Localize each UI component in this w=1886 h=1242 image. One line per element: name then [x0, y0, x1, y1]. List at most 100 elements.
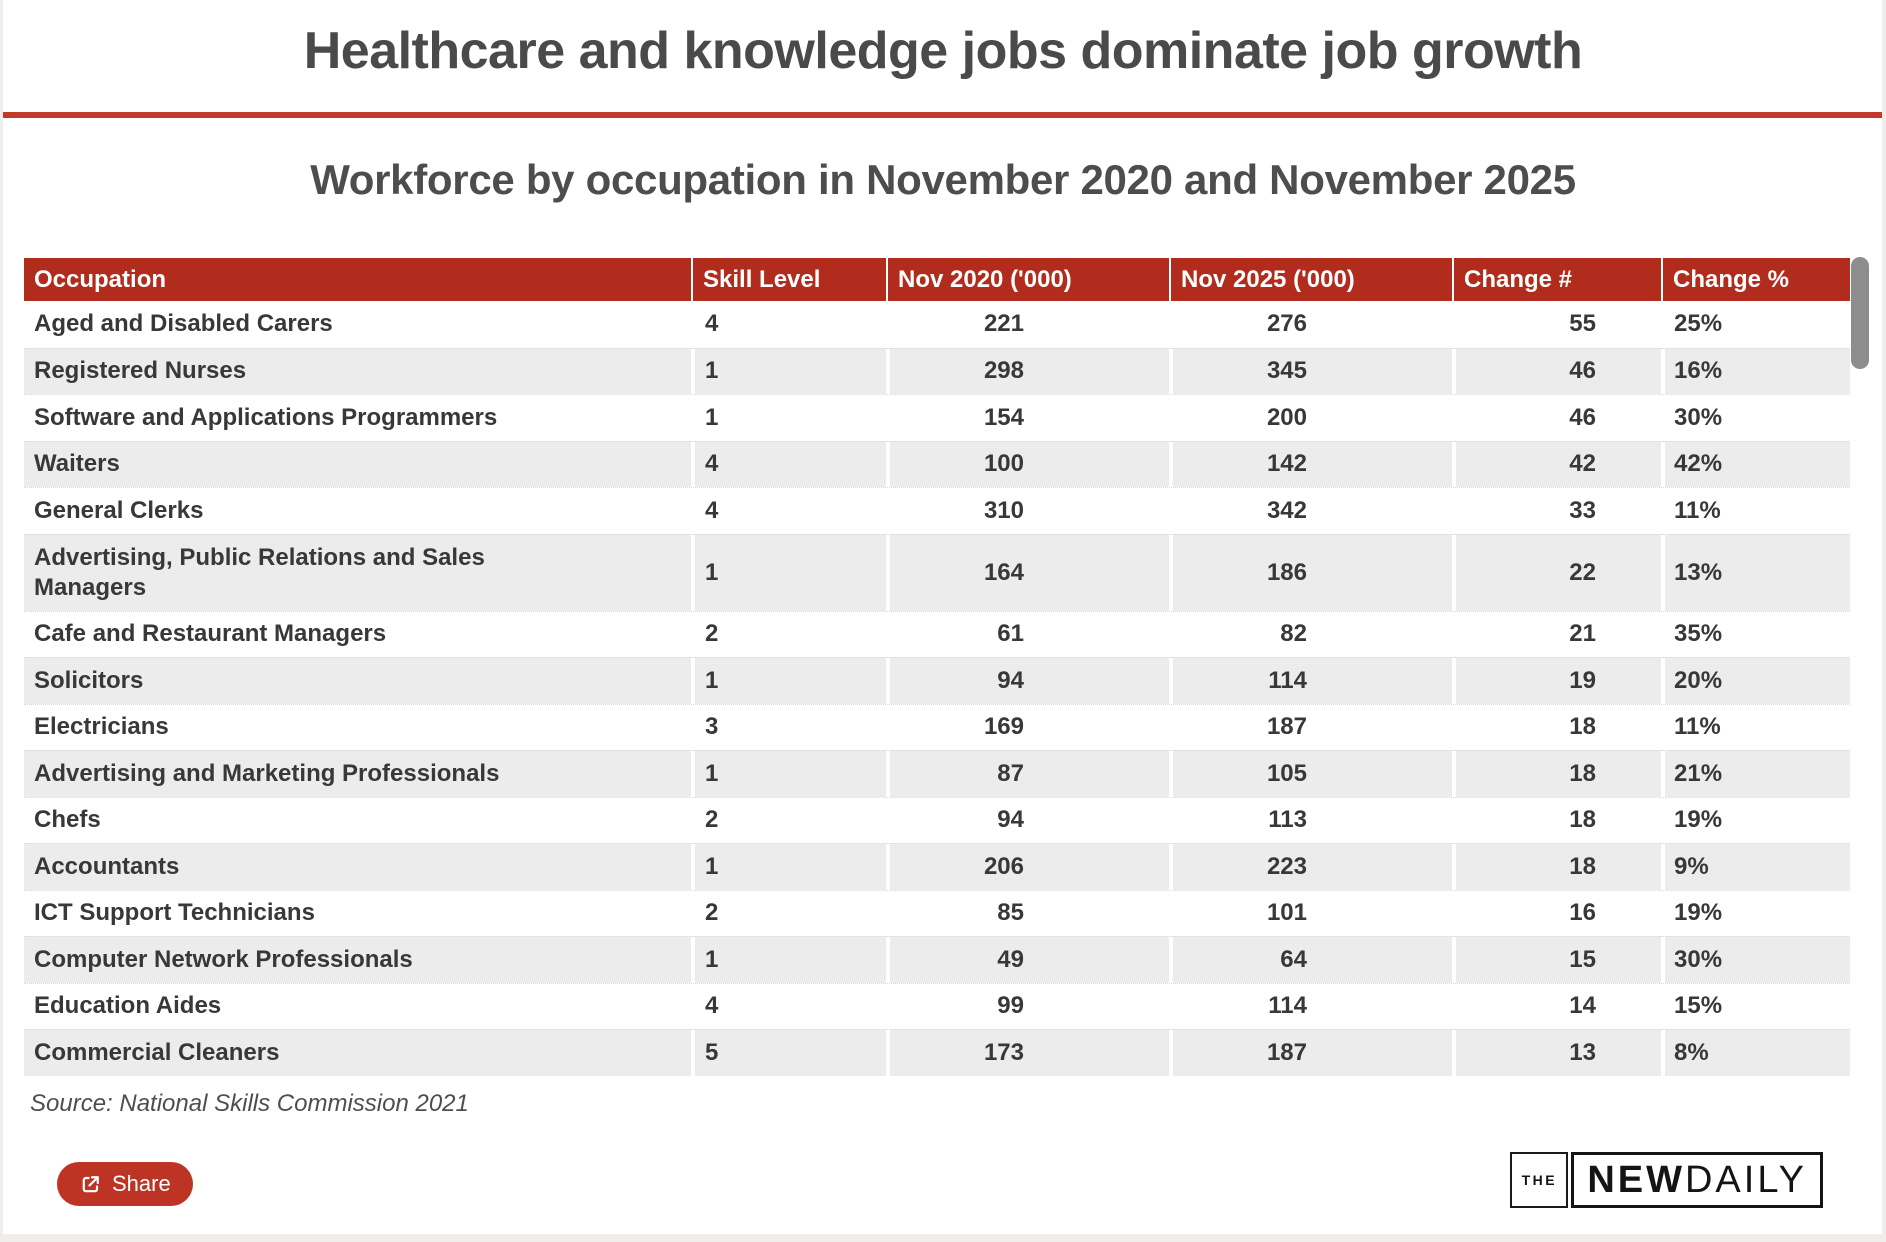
- cell-occupation: Electricians: [34, 713, 169, 741]
- cell-skill-level: 4: [691, 488, 886, 534]
- cell-change-num: 18: [1452, 751, 1661, 797]
- cell-change-num: 46: [1452, 348, 1661, 394]
- cell-nov-2025: 223: [1169, 844, 1452, 890]
- cell-nov-2025: 342: [1169, 488, 1452, 534]
- cell-change-num: 55: [1452, 301, 1661, 348]
- cell-nov-2020: 87: [886, 751, 1169, 797]
- cell-skill-level: 2: [691, 611, 886, 657]
- table-header-row: Occupation Skill Level Nov 2020 ('000) N…: [24, 258, 1850, 301]
- cell-change-pct: 42%: [1661, 441, 1850, 487]
- logo-daily-text: DAILY: [1684, 1158, 1807, 1201]
- cell-occupation: Advertising, Public Relations and Sales …: [34, 543, 485, 601]
- cell-change-pct: 19%: [1661, 890, 1850, 936]
- cell-nov-2025: 187: [1169, 704, 1452, 750]
- column-header-skill-level: Skill Level: [691, 258, 886, 301]
- table-row: Waiters 4 100 142 42 42%: [24, 440, 1850, 487]
- table-row: Commercial Cleaners 5 173 187 13 8%: [24, 1029, 1850, 1076]
- cell-change-num: 22: [1452, 534, 1661, 611]
- cell-occupation: Registered Nurses: [34, 357, 247, 385]
- cell-change-pct: 8%: [1661, 1030, 1850, 1076]
- cell-change-num: 19: [1452, 658, 1661, 704]
- cell-occupation: Solicitors: [34, 666, 144, 694]
- data-table: Occupation Skill Level Nov 2020 ('000) N…: [24, 258, 1850, 1076]
- cell-change-num: 46: [1452, 395, 1661, 441]
- cell-nov-2020: 154: [886, 395, 1169, 441]
- cell-occupation: Accountants: [34, 852, 180, 880]
- cell-skill-level: 1: [691, 658, 886, 704]
- cell-skill-level: 1: [691, 395, 886, 441]
- cell-change-pct: 16%: [1661, 348, 1850, 394]
- cell-skill-level: 2: [691, 890, 886, 936]
- cell-nov-2025: 114: [1169, 658, 1452, 704]
- share-button[interactable]: Share: [57, 1162, 193, 1206]
- cell-occupation: Waiters: [34, 450, 120, 478]
- cell-nov-2025: 114: [1169, 983, 1452, 1029]
- cell-nov-2020: 94: [886, 658, 1169, 704]
- cell-occupation: Aged and Disabled Carers: [34, 310, 333, 338]
- cell-nov-2025: 186: [1169, 534, 1452, 611]
- cell-nov-2025: 187: [1169, 1030, 1452, 1076]
- cell-skill-level: 2: [691, 797, 886, 843]
- cell-nov-2020: 85: [886, 890, 1169, 936]
- table-row: Advertising, Public Relations and Sales …: [24, 533, 1850, 611]
- table-row: Aged and Disabled Carers 4 221 276 55 25…: [24, 301, 1850, 348]
- cell-occupation: Commercial Cleaners: [34, 1038, 280, 1066]
- cell-change-num: 18: [1452, 844, 1661, 890]
- cell-skill-level: 1: [691, 844, 886, 890]
- table-scrollbar-thumb[interactable]: [1851, 257, 1869, 369]
- table-row: Education Aides 4 99 114 14 15%: [24, 982, 1850, 1029]
- cell-nov-2025: 276: [1169, 301, 1452, 348]
- cell-change-pct: 11%: [1661, 704, 1850, 750]
- page-edge-right: [1882, 0, 1886, 1242]
- column-header-nov-2025: Nov 2025 ('000): [1169, 258, 1452, 301]
- cell-change-pct: 9%: [1661, 844, 1850, 890]
- cell-change-pct: 35%: [1661, 611, 1850, 657]
- page-title: Healthcare and knowledge jobs dominate j…: [303, 22, 1583, 80]
- cell-change-pct: 15%: [1661, 983, 1850, 1029]
- cell-nov-2025: 142: [1169, 441, 1452, 487]
- cell-nov-2025: 101: [1169, 890, 1452, 936]
- logo-new-text: NEW: [1587, 1158, 1685, 1201]
- table-row: Software and Applications Programmers 1 …: [24, 394, 1850, 441]
- cell-nov-2025: 64: [1169, 937, 1452, 983]
- column-header-occupation: Occupation: [24, 258, 691, 301]
- cell-change-pct: 21%: [1661, 751, 1850, 797]
- table-row: ICT Support Technicians 2 85 101 16 19%: [24, 889, 1850, 936]
- cell-nov-2025: 82: [1169, 611, 1452, 657]
- cell-occupation: Chefs: [34, 806, 101, 834]
- table-row: Registered Nurses 1 298 345 46 16%: [24, 347, 1850, 394]
- cell-change-pct: 30%: [1661, 937, 1850, 983]
- cell-occupation: Software and Applications Programmers: [34, 403, 498, 431]
- cell-change-num: 14: [1452, 983, 1661, 1029]
- share-icon: [79, 1173, 102, 1196]
- cell-change-num: 18: [1452, 704, 1661, 750]
- source-note: Source: National Skills Commission 2021: [30, 1090, 469, 1117]
- table-body: Aged and Disabled Carers 4 221 276 55 25…: [24, 301, 1850, 1076]
- cell-occupation: ICT Support Technicians: [34, 899, 315, 927]
- column-header-nov-2020: Nov 2020 ('000): [886, 258, 1169, 301]
- cell-change-pct: 19%: [1661, 797, 1850, 843]
- red-divider: [0, 112, 1886, 118]
- table-row: Chefs 2 94 113 18 19%: [24, 796, 1850, 843]
- cell-change-num: 16: [1452, 890, 1661, 936]
- table-row: Accountants 1 206 223 18 9%: [24, 843, 1850, 890]
- cell-nov-2020: 173: [886, 1030, 1169, 1076]
- table-row: Advertising and Marketing Professionals …: [24, 750, 1850, 797]
- table-row: Electricians 3 169 187 18 11%: [24, 703, 1850, 750]
- cell-skill-level: 4: [691, 441, 886, 487]
- cell-nov-2025: 345: [1169, 348, 1452, 394]
- cell-skill-level: 1: [691, 534, 886, 611]
- page-edge-bottom: [0, 1234, 1886, 1242]
- cell-change-num: 13: [1452, 1030, 1661, 1076]
- the-new-daily-logo[interactable]: THE NEW DAILY: [1510, 1152, 1823, 1208]
- cell-occupation: General Clerks: [34, 496, 204, 524]
- cell-nov-2025: 113: [1169, 797, 1452, 843]
- page-edge-left: [0, 0, 3, 1242]
- chart-subtitle: Workforce by occupation in November 2020…: [310, 156, 1576, 203]
- cell-occupation: Cafe and Restaurant Managers: [34, 620, 387, 648]
- cell-nov-2020: 49: [886, 937, 1169, 983]
- cell-change-pct: 13%: [1661, 534, 1850, 611]
- cell-nov-2020: 100: [886, 441, 1169, 487]
- cell-nov-2020: 206: [886, 844, 1169, 890]
- cell-change-num: 21: [1452, 611, 1661, 657]
